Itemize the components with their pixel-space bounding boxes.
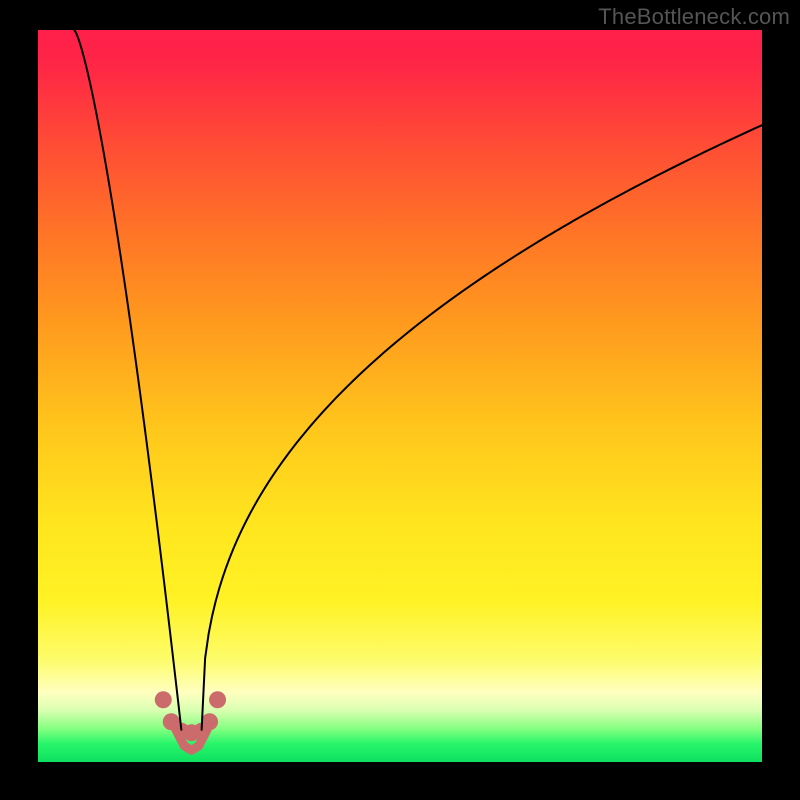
watermark-text: TheBottleneck.com: [598, 4, 790, 30]
chart-panel-background: [38, 30, 762, 762]
trough-marker: [155, 691, 172, 708]
trough-marker: [201, 713, 218, 730]
stage: TheBottleneck.com: [0, 0, 800, 800]
trough-marker: [209, 691, 226, 708]
bottleneck-chart: [0, 0, 800, 800]
